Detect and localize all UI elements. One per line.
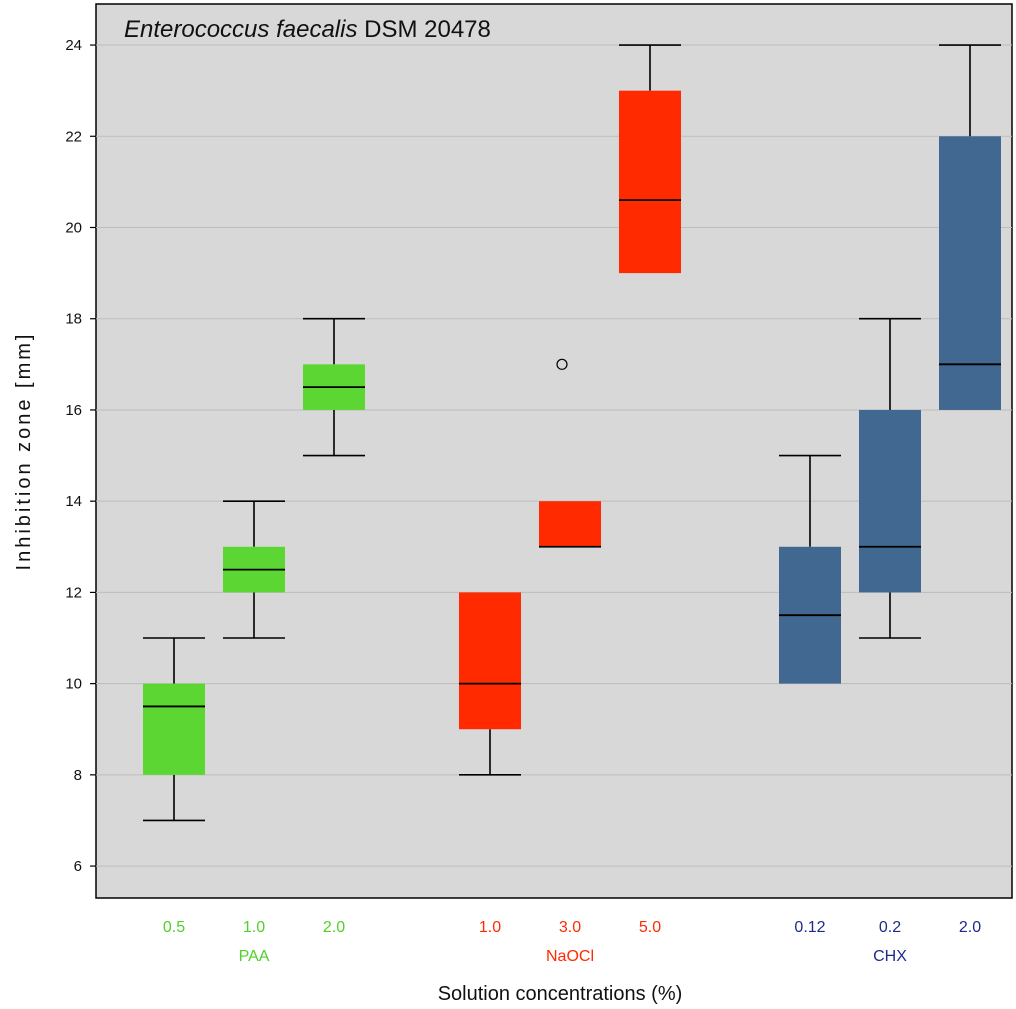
y-tick-label: 22: [65, 128, 82, 145]
x-category-label: 2.0: [323, 919, 345, 936]
box-paa-2.0: [303, 317, 365, 457]
y-tick-label: 16: [65, 402, 82, 419]
chart-title-rest: DSM 20478: [357, 16, 490, 43]
box-paa-0.5: [143, 637, 205, 822]
x-axis: 0.5 1.0 2.0 PAA 1.0 3.0 5.0 NaOCl 0.12 0.2 2.0 CHX: [163, 919, 981, 965]
y-tick-label: 14: [65, 493, 82, 510]
box-chx-2.0: [939, 44, 1001, 410]
x-category-label: 0.2: [879, 919, 901, 936]
y-tick-label: 24: [65, 37, 82, 54]
y-tick-label: 10: [65, 676, 82, 693]
y-tick-label: 18: [65, 311, 82, 328]
y-tick-label: 12: [65, 584, 82, 601]
box-iqr: [539, 501, 601, 547]
outlier-point: [556, 358, 568, 370]
x-axis-title: Solution concentrations (%): [438, 983, 683, 1005]
box-iqr: [939, 136, 1001, 410]
x-group-label-paa: PAA: [239, 948, 270, 965]
x-category-label: 5.0: [639, 919, 661, 936]
x-category-label: 0.12: [794, 919, 825, 936]
box-chx-0.2: [859, 317, 921, 639]
y-tick-label: 6: [74, 858, 82, 875]
box-chx-0.12: [779, 454, 841, 684]
box-naocl-5.0: [619, 44, 681, 274]
box-iqr: [619, 90, 681, 274]
boxes: [143, 44, 1001, 822]
x-category-label: 1.0: [243, 919, 265, 936]
box-iqr: [859, 409, 921, 593]
x-group-label-naocl: NaOCl: [546, 948, 594, 965]
y-tick-label: 20: [65, 220, 82, 237]
box-iqr: [143, 683, 205, 775]
y-axis: 6 8 10 12 14 16 18 20 22 24: [65, 37, 96, 875]
x-category-label: 3.0: [559, 919, 581, 936]
chart-title: Enterococcus faecalis DSM 20478: [124, 16, 491, 43]
box-paa-1.0: [223, 500, 285, 639]
x-category-label: 0.5: [163, 919, 185, 936]
x-category-label: 2.0: [959, 919, 981, 936]
box-naocl-3.0: [539, 358, 601, 548]
y-axis-title: Inhibition zone [mm]: [13, 332, 35, 571]
y-tick-label: 8: [74, 767, 82, 784]
x-category-label: 1.0: [479, 919, 501, 936]
box-iqr: [459, 592, 521, 730]
x-group-label-chx: CHX: [873, 948, 907, 965]
box-naocl-1.0: [459, 592, 521, 776]
chart-title-italic: Enterococcus faecalis: [124, 16, 357, 43]
